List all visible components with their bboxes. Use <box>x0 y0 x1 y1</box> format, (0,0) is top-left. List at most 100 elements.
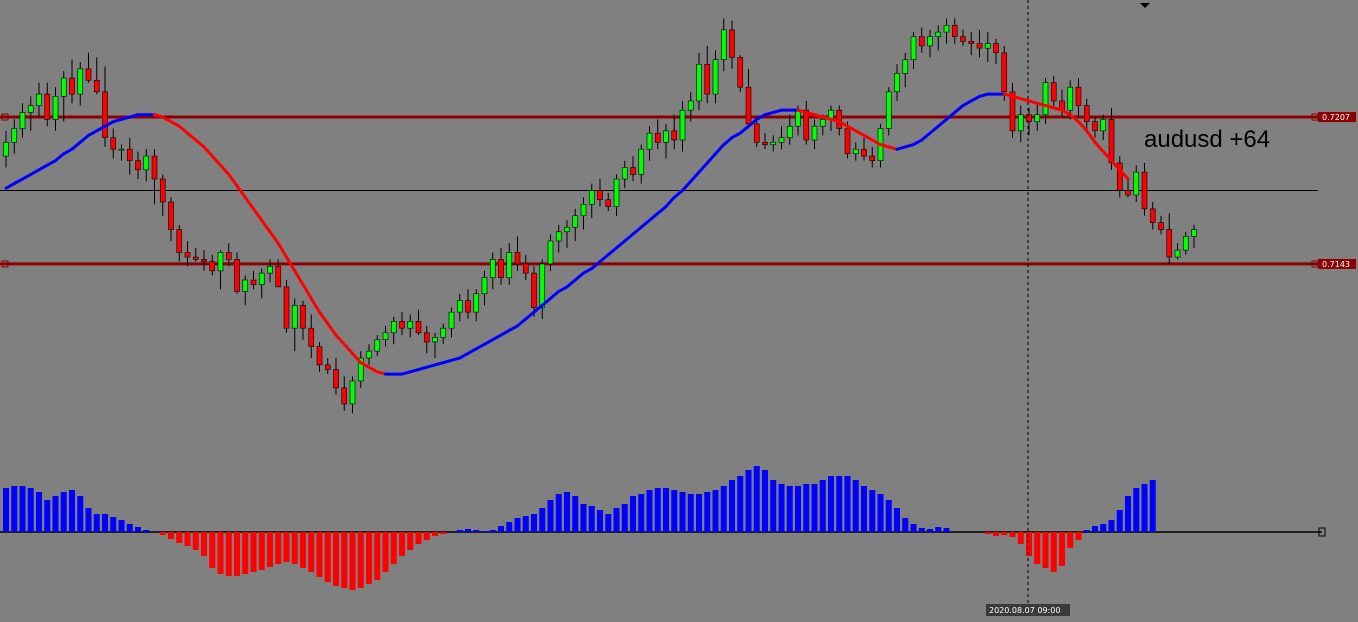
histogram-bar <box>250 532 257 572</box>
ma-segment <box>606 246 618 257</box>
candle <box>432 332 438 359</box>
histogram-bar <box>984 532 991 534</box>
candle-body <box>473 293 480 313</box>
candle <box>1158 215 1164 235</box>
ma-segment <box>953 104 965 114</box>
candle-body <box>630 167 636 175</box>
candle-body <box>588 190 595 205</box>
chart-menu-arrow-icon[interactable] <box>1140 3 1150 8</box>
candle <box>118 144 125 161</box>
candle <box>209 254 216 276</box>
ma-segment <box>549 289 561 300</box>
ma-segment <box>78 133 90 144</box>
candle <box>951 18 958 44</box>
histogram-bar <box>52 496 59 532</box>
ma-segment <box>705 152 717 165</box>
histogram-bar <box>1083 530 1090 532</box>
candle <box>522 254 529 280</box>
ma-segment <box>210 154 222 167</box>
candle <box>762 133 768 150</box>
candle-body <box>927 36 933 47</box>
candle <box>943 18 950 44</box>
candle <box>671 114 678 150</box>
candle-body <box>572 215 579 228</box>
ma-segment <box>524 310 536 321</box>
ma-segment <box>582 267 594 275</box>
candle <box>1116 156 1123 198</box>
candle-body <box>11 128 18 143</box>
ma-segment <box>351 351 363 365</box>
ma-segment <box>870 138 882 147</box>
candle-body <box>704 63 711 95</box>
ma-segment <box>672 188 684 199</box>
candle-body <box>836 109 843 129</box>
ma-segment <box>458 351 470 360</box>
candle-body <box>778 137 785 143</box>
candle <box>27 96 34 131</box>
candle <box>960 29 966 46</box>
histogram-bar <box>555 494 562 532</box>
histogram-bar <box>1009 532 1016 537</box>
histogram-bar <box>836 476 843 532</box>
histogram-bar <box>547 500 554 532</box>
candle <box>663 123 669 159</box>
candle-body <box>36 93 42 106</box>
candle-body <box>390 321 397 334</box>
candle <box>102 66 108 147</box>
candle-body <box>613 178 620 207</box>
ma-segment <box>714 143 726 156</box>
candle-body <box>407 321 414 329</box>
candle <box>77 61 84 106</box>
candle <box>605 192 612 212</box>
histogram-bar <box>341 532 348 588</box>
ma-segment <box>920 131 932 142</box>
candle-body <box>69 77 75 95</box>
histogram-bar <box>572 496 579 532</box>
candle <box>514 236 521 271</box>
candle-body <box>374 339 381 352</box>
candle <box>712 50 719 104</box>
candle <box>448 307 455 338</box>
candle-body <box>1182 236 1189 251</box>
candle <box>489 252 496 290</box>
ma-segment <box>29 168 41 176</box>
ma-segment <box>854 129 866 137</box>
histogram-bar <box>283 532 290 562</box>
candle-body <box>621 167 628 180</box>
candle-body <box>283 286 290 329</box>
histogram-bar <box>522 516 529 532</box>
candle-body <box>217 252 224 272</box>
candle <box>308 314 315 359</box>
candle <box>234 252 240 294</box>
ma-segment <box>1118 168 1130 181</box>
candle <box>729 20 735 69</box>
ma-segment <box>862 133 874 142</box>
candle <box>267 259 273 283</box>
candle <box>1083 98 1090 131</box>
ma-segment <box>227 172 239 188</box>
ma-segment <box>565 278 577 289</box>
histogram-bar <box>3 488 9 532</box>
ma-segment <box>631 225 643 236</box>
ma-segment <box>243 195 255 211</box>
candle <box>539 259 546 320</box>
ma-segment <box>656 205 668 215</box>
support-level-handle <box>1 260 9 268</box>
histogram-bar <box>704 492 711 532</box>
candle <box>341 376 348 411</box>
candle <box>1100 114 1107 140</box>
candle <box>258 268 265 299</box>
histogram-bar <box>102 514 108 532</box>
candle <box>423 325 430 354</box>
candle <box>1026 107 1032 136</box>
histogram-bar <box>465 529 471 532</box>
candle-body <box>547 240 554 265</box>
histogram-bar <box>333 532 339 586</box>
candle-body <box>852 148 859 155</box>
histogram-bar <box>712 490 719 532</box>
histogram-bar <box>1017 532 1024 544</box>
ma-segment <box>846 124 858 133</box>
ma-segment <box>738 124 750 135</box>
